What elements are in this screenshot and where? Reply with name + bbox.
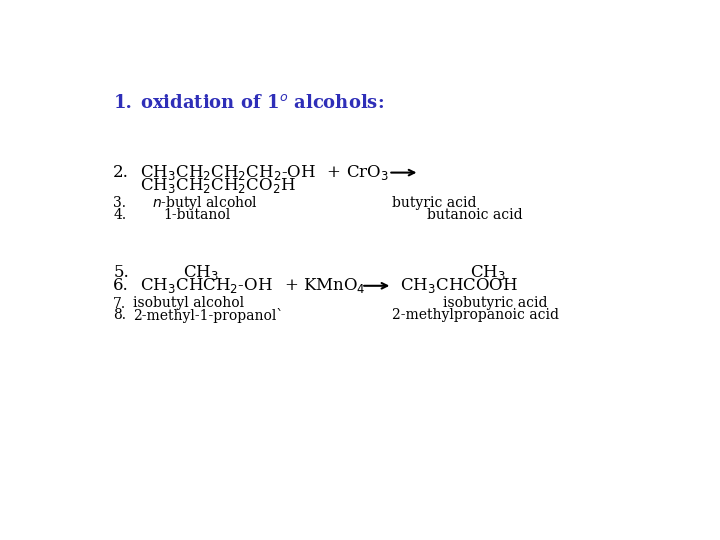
Text: 6.: 6. — [113, 278, 129, 294]
Text: CH$_3$: CH$_3$ — [183, 263, 219, 282]
Text: 8.: 8. — [113, 308, 126, 322]
Text: +: + — [284, 278, 297, 294]
Text: CrO$_3$: CrO$_3$ — [346, 163, 389, 182]
Text: CH$_3$: CH$_3$ — [469, 263, 505, 282]
Text: $n$-butyl alcohol: $n$-butyl alcohol — [152, 194, 258, 212]
Text: 2-methyl-1-propanol`: 2-methyl-1-propanol` — [132, 308, 283, 322]
Text: 3.: 3. — [113, 197, 126, 211]
Text: +: + — [326, 164, 341, 181]
Text: oxidation of 1$^o$ alcohols:: oxidation of 1$^o$ alcohols: — [140, 94, 384, 112]
Text: CH$_3$CHCH$_2$-OH: CH$_3$CHCH$_2$-OH — [140, 276, 273, 295]
Text: 2-methylpropanoic acid: 2-methylpropanoic acid — [392, 308, 559, 322]
Text: butanoic acid: butanoic acid — [427, 208, 523, 222]
Text: 7.: 7. — [113, 296, 127, 310]
Text: butyric acid: butyric acid — [392, 197, 477, 211]
Text: CH$_3$CH$_2$CH$_2$CH$_2$-OH: CH$_3$CH$_2$CH$_2$CH$_2$-OH — [140, 163, 317, 182]
Text: 1-butanol: 1-butanol — [163, 208, 231, 222]
Text: CH$_3$CHCOOH: CH$_3$CHCOOH — [400, 276, 518, 295]
Text: 5.: 5. — [113, 264, 129, 281]
Text: 4.: 4. — [113, 208, 127, 222]
Text: CH$_3$CH$_2$CH$_2$CO$_2$H: CH$_3$CH$_2$CH$_2$CO$_2$H — [140, 176, 297, 195]
Text: 1.: 1. — [113, 94, 132, 112]
Text: isobutyl alcohol: isobutyl alcohol — [132, 296, 244, 310]
Text: KMnO$_4$: KMnO$_4$ — [303, 276, 366, 295]
Text: isobutyric acid: isobutyric acid — [443, 296, 547, 310]
Text: 2.: 2. — [113, 164, 129, 181]
